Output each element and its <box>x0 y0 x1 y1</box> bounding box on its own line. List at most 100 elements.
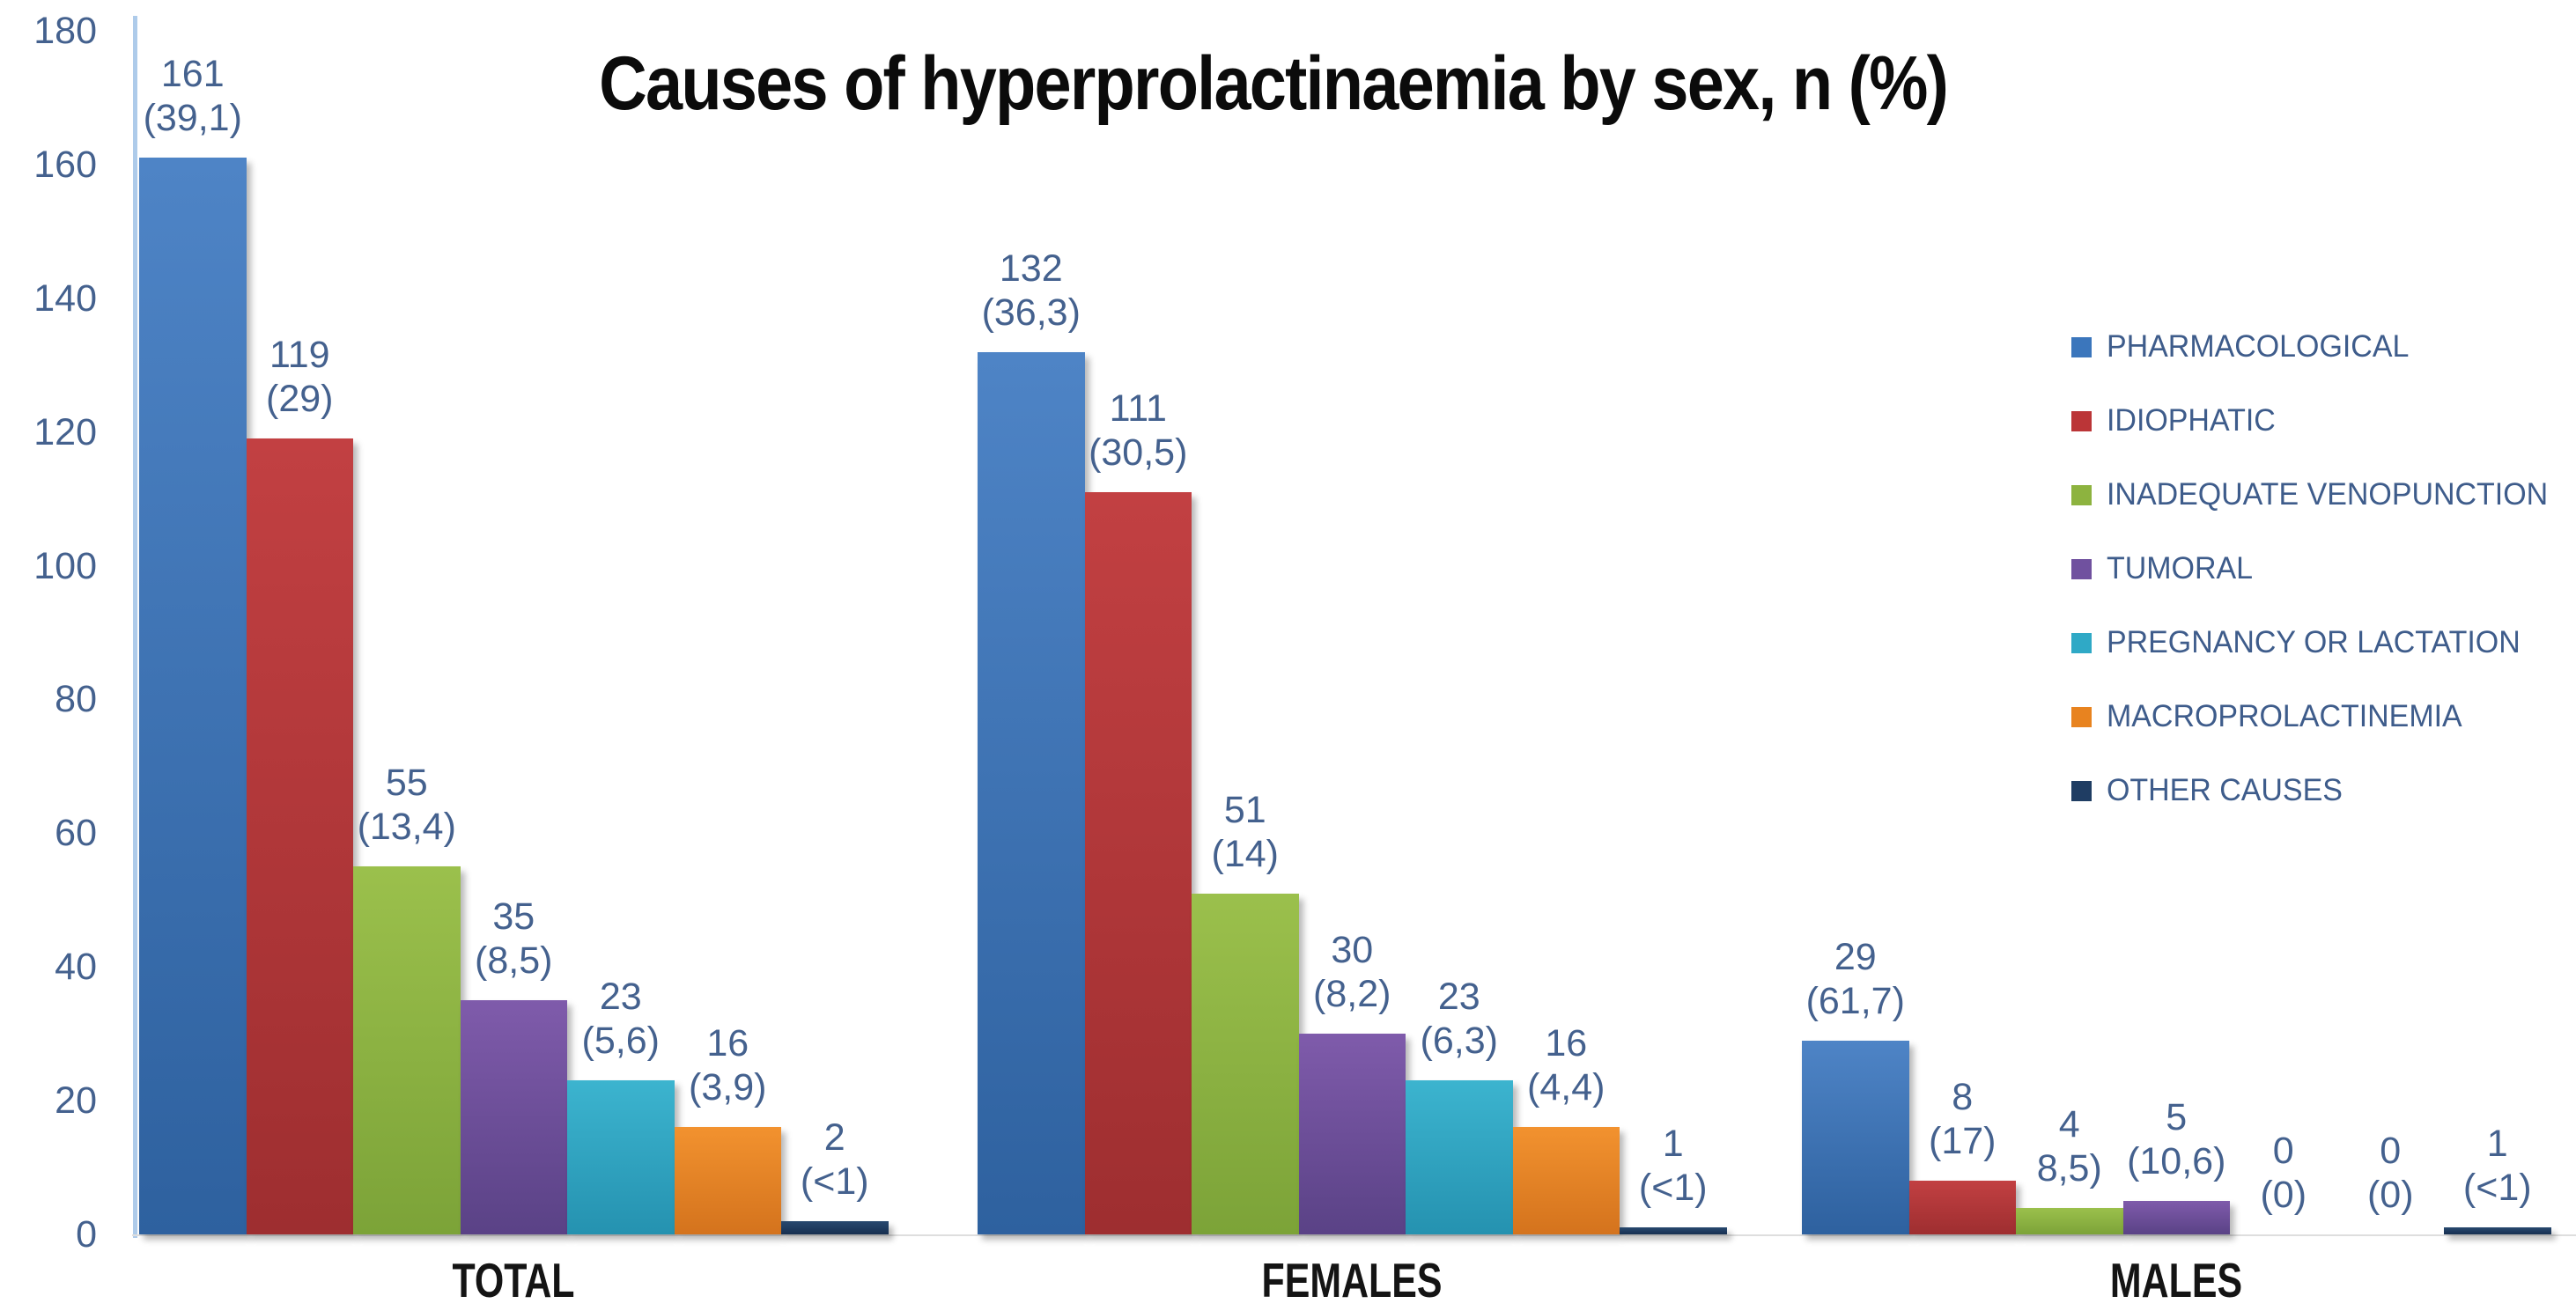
legend-label: PHARMACOLOGICAL <box>2107 329 2410 364</box>
y-tick: 80 <box>55 678 97 721</box>
bar-label: 29 (61,7) <box>1723 935 1988 1023</box>
bar-percent: (61,7) <box>1805 979 1905 1022</box>
bar-label: 23 (5,6) <box>489 975 753 1063</box>
legend-item: PREGNANCY OR LACTATION <box>2071 606 2562 680</box>
bar-label: 0 (0) <box>2258 1129 2522 1217</box>
bar <box>1192 893 1299 1234</box>
legend-item: OTHER CAUSES <box>2071 754 2562 828</box>
bar-percent: (3,9) <box>689 1066 767 1109</box>
y-tick: 40 <box>55 946 97 989</box>
bar-label: 55 (13,4) <box>275 761 539 849</box>
bar-percent: (39,1) <box>143 97 242 140</box>
bar <box>1512 1127 1620 1234</box>
bar-percent: (14) <box>1211 832 1279 875</box>
bar <box>2016 1207 2123 1234</box>
legend-item: INADEQUATE VENOPUNCTION <box>2071 458 2562 532</box>
bar-percent: (<1) <box>2462 1167 2532 1210</box>
legend-label: IDIOPHATIC <box>2107 403 2276 438</box>
y-tick: 60 <box>55 812 97 855</box>
bar-percent: (29) <box>266 378 334 421</box>
bar-label: 16 (3,9) <box>595 1021 860 1109</box>
bar-label: 23 (6,3) <box>1327 975 1591 1063</box>
bar <box>781 1220 889 1234</box>
bar-percent: (36,3) <box>981 291 1081 334</box>
y-tick: 180 <box>33 10 97 52</box>
bar-value: 55 <box>385 762 428 805</box>
bar-value: 30 <box>1331 929 1374 972</box>
bar-percent: (<1) <box>800 1160 869 1203</box>
bar-percent: (17) <box>1929 1120 1997 1163</box>
bar <box>1298 1034 1406 1234</box>
bar-value: 16 <box>1545 1022 1588 1065</box>
y-tick: 120 <box>33 410 97 453</box>
bar <box>567 1080 675 1234</box>
legend-item: TUMORAL <box>2071 532 2562 606</box>
legend-swatch-icon <box>2071 632 2092 653</box>
y-tick: 100 <box>33 544 97 587</box>
legend-label: TUMORAL <box>2107 551 2253 586</box>
bar-percent: (0) <box>2366 1174 2414 1216</box>
bar-value: 1 <box>1662 1123 1684 1166</box>
bar-percent: (0) <box>2260 1174 2307 1216</box>
bar-percent: (30,5) <box>1089 431 1188 475</box>
bar-percent: (5,6) <box>581 1020 660 1063</box>
bar-percent: (8,2) <box>1313 973 1391 1016</box>
bar-value: 4 <box>2058 1102 2080 1145</box>
legend-label: OTHER CAUSES <box>2107 773 2343 807</box>
bar-label: 1 (<1) <box>1541 1122 1805 1210</box>
bar <box>1406 1080 1513 1234</box>
bar-value: 8 <box>1952 1076 1974 1119</box>
y-tick: 0 <box>76 1213 97 1256</box>
bar-label: 51 (14) <box>1113 788 1377 876</box>
bar-label: 111 (30,5) <box>1006 387 1270 475</box>
y-tick: 160 <box>33 143 97 186</box>
bar-value: 1 <box>2486 1123 2508 1166</box>
bar <box>1620 1227 1727 1234</box>
bar <box>2444 1227 2551 1234</box>
category-label: FEMALES <box>1261 1253 1443 1307</box>
bar-percent: (4,4) <box>1527 1066 1605 1109</box>
legend-label: MACROPROLACTINEMIA <box>2107 699 2462 733</box>
legend-item: IDIOPHATIC <box>2071 384 2562 458</box>
bar-percent: 8,5) <box>2036 1146 2102 1189</box>
bar <box>353 866 461 1234</box>
bar-label: 4 8,5) <box>1938 1102 2202 1190</box>
bar-label: 0 (0) <box>2152 1129 2416 1217</box>
y-tick: 20 <box>55 1079 97 1123</box>
x-axis-line <box>132 1234 2576 1236</box>
bar-label: 16 (4,4) <box>1434 1021 1698 1109</box>
legend-swatch-icon <box>2071 410 2092 431</box>
y-axis-line <box>133 16 137 1238</box>
bar <box>2122 1201 2230 1234</box>
bar <box>460 1000 567 1234</box>
bar-label: 119 (29) <box>167 333 432 421</box>
legend-swatch-icon <box>2071 484 2092 505</box>
bar-value: 2 <box>823 1116 845 1159</box>
bar <box>978 351 1085 1234</box>
bar-percent: (6,3) <box>1420 1020 1498 1063</box>
legend-swatch-icon <box>2071 558 2092 579</box>
bar-label: 161 (39,1) <box>61 52 325 140</box>
bar-label: 1 (<1) <box>2366 1122 2576 1210</box>
legend-swatch-icon <box>2071 706 2092 727</box>
bar-value: 111 <box>1109 387 1167 431</box>
bar-value: 23 <box>599 976 642 1019</box>
bar-label: 132 (36,3) <box>899 247 1163 335</box>
bar <box>674 1127 781 1234</box>
bar-value: 35 <box>492 895 535 939</box>
category-label: TOTAL <box>452 1253 575 1307</box>
bar-percent: (<1) <box>1638 1167 1708 1210</box>
y-tick: 140 <box>33 276 97 320</box>
bar-percent: (13,4) <box>357 806 456 849</box>
bar-value: 51 <box>1223 788 1266 831</box>
legend-item: PHARMACOLOGICAL <box>2071 310 2562 384</box>
bar-label: 5 (10,6) <box>2044 1095 2308 1183</box>
bar-label: 35 (8,5) <box>381 895 646 983</box>
bar-value: 16 <box>706 1022 749 1065</box>
bar-percent: (10,6) <box>2127 1140 2226 1183</box>
bar-label: 2 (<1) <box>703 1116 967 1204</box>
bar-percent: (8,5) <box>475 939 553 983</box>
bar-value: 29 <box>1834 935 1877 978</box>
chart-title: Causes of hyperprolactinaemia by sex, n … <box>598 41 1949 126</box>
